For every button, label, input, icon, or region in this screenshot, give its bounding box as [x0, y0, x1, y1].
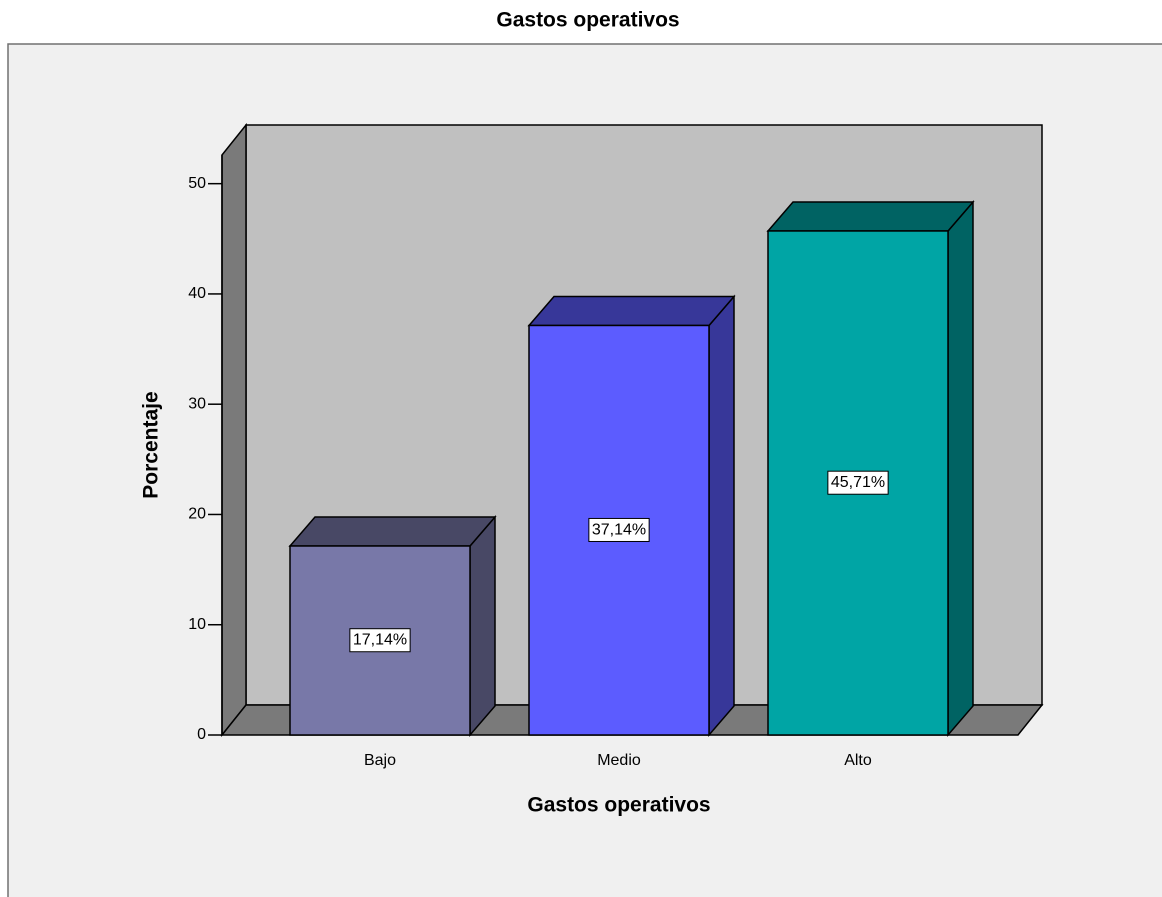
- y-tick-label: 40: [188, 285, 206, 302]
- y-tick-label: 0: [197, 726, 206, 743]
- chart-title: Gastos operativos: [496, 9, 679, 32]
- x-tick-label: Medio: [597, 752, 641, 769]
- y-tick-label: 10: [188, 616, 206, 633]
- side-wall: [221, 122, 247, 738]
- x-axis-label: Gastos operativos: [527, 794, 710, 817]
- y-tick-label: 20: [188, 506, 206, 523]
- bar-side: [947, 199, 974, 738]
- y-tick-label: 30: [188, 395, 206, 412]
- value-label-box: [588, 517, 650, 542]
- y-axis-label: Porcentaje: [140, 391, 163, 498]
- x-tick-label: Bajo: [364, 752, 396, 769]
- value-label: 45,71%: [831, 474, 885, 491]
- bar-side: [708, 294, 735, 738]
- bar: [528, 324, 710, 736]
- bar-side: [469, 514, 496, 738]
- value-label-box: [827, 470, 889, 495]
- bar-top: [527, 295, 736, 327]
- x-tick-label: Alto: [844, 752, 872, 769]
- value-label: 37,14%: [592, 521, 646, 538]
- bar-top: [766, 201, 975, 232]
- y-tick-label: 50: [188, 175, 206, 192]
- bar-top: [288, 516, 497, 547]
- value-label: 17,14%: [353, 632, 407, 649]
- value-label-box: [349, 628, 411, 653]
